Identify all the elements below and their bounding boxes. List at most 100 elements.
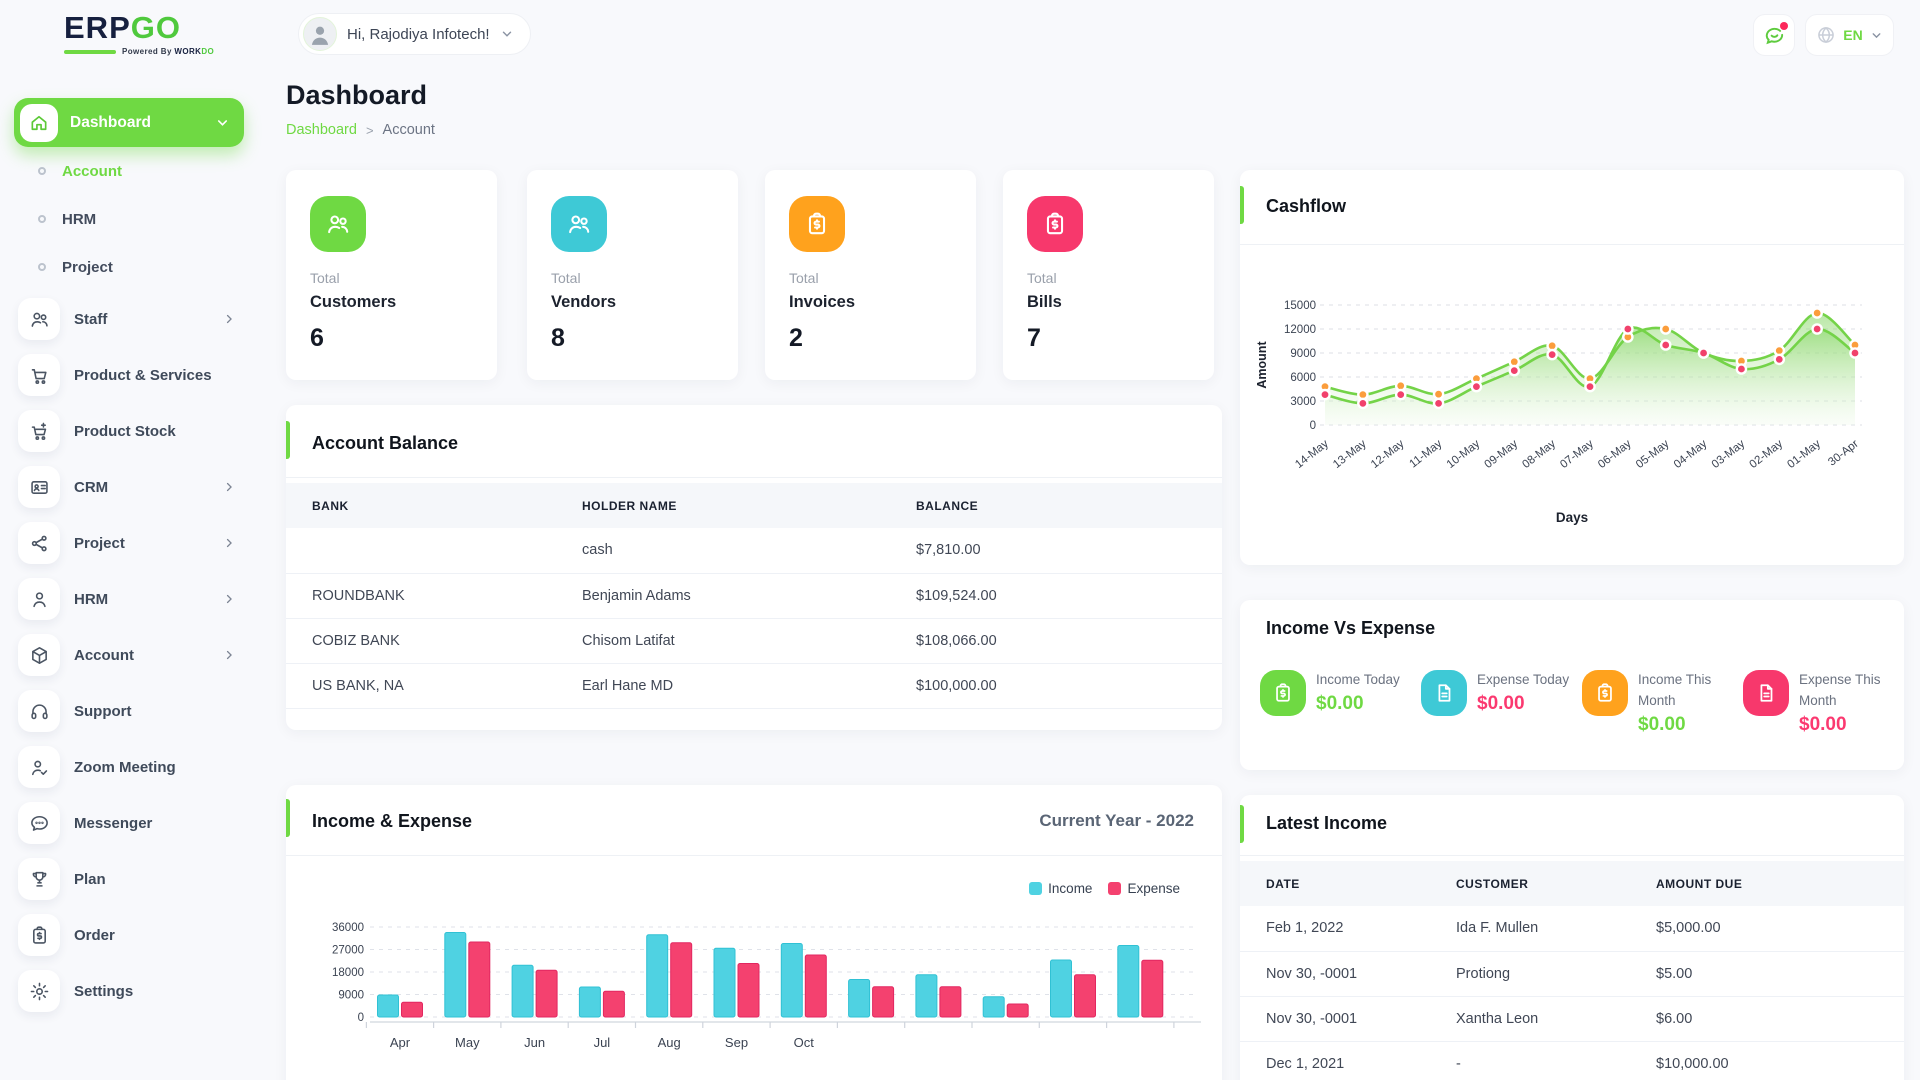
table-row: Dec 1, 2021- $10,000.00 (1240, 1041, 1904, 1080)
accent-bar (286, 421, 290, 459)
logo: ERPGO Powered By WORKDO (64, 12, 214, 56)
sidebar-item-label: Plan (74, 870, 106, 888)
stat-card-customers: Total Customers 6 (286, 170, 497, 380)
users-icon (551, 196, 607, 252)
svg-text:9000: 9000 (1290, 348, 1316, 360)
stat-card-bills: Total Bills 7 (1003, 170, 1214, 380)
section-title: Latest Income (1266, 813, 1388, 833)
ive-label: Income This Month (1638, 672, 1712, 708)
sidebar-item-label: CRM (74, 478, 109, 496)
income-vs-expense-card: Income Vs Expense Income Today $0.00 Exp… (1240, 600, 1904, 770)
sidebar-item-label: Account (74, 646, 134, 664)
sidebar-item-hrm[interactable]: HRM (14, 571, 244, 627)
table-cell: $108,066.00 (916, 618, 1222, 664)
table-row: US BANK, NA Earl Hane MD $100,000.00 (286, 663, 1222, 709)
table-cell: $100,000.00 (916, 663, 1222, 709)
sidebar-item-product-stock[interactable]: Product Stock (14, 403, 244, 459)
sidebar-item-account[interactable]: Account (14, 627, 244, 683)
sidebar: Dashboard Account HRM Project Staff Prod… (14, 98, 244, 1019)
ive-label: Expense Today (1477, 672, 1570, 687)
ive-label: Income Today (1316, 672, 1400, 687)
svg-text:13-May: 13-May (1331, 438, 1369, 471)
table-cell: US BANK, NA (286, 663, 582, 709)
language-code: EN (1843, 27, 1863, 43)
user-icon (18, 578, 60, 620)
sidebar-item-plan[interactable]: Plan (14, 851, 244, 907)
svg-text:14-May: 14-May (1293, 438, 1331, 471)
id-card-icon (30, 480, 48, 494)
stat-label: Bills (1027, 293, 1062, 311)
sidebar-item-label: HRM (62, 210, 97, 228)
svg-text:Jul: Jul (594, 1035, 611, 1050)
accent-bar (286, 799, 290, 837)
chevron-right-icon (226, 650, 232, 660)
sidebar-item-project[interactable]: Project (14, 243, 244, 291)
cube-icon (18, 634, 60, 676)
stat-value: 7 (1027, 324, 1041, 352)
divider (1240, 855, 1904, 856)
section-title: Cashflow (1266, 196, 1347, 216)
clipboard-dollar-icon (1582, 670, 1628, 716)
divider (286, 477, 1222, 478)
table-cell: Xantha Leon (1456, 996, 1656, 1042)
table-cell: cash (582, 528, 916, 574)
table-header-row: BANK HOLDER NAME BALANCE (286, 483, 1222, 528)
svg-text:12000: 12000 (1284, 324, 1316, 336)
sidebar-item-settings[interactable]: Settings (14, 963, 244, 1019)
clipboard-dollar-icon (1046, 212, 1064, 235)
sidebar-item-messenger[interactable]: Messenger (14, 795, 244, 851)
stat-label: Customers (310, 293, 397, 311)
svg-text:08-May: 08-May (1520, 438, 1558, 471)
breadcrumb-dashboard[interactable]: Dashboard (286, 122, 357, 138)
ive-item-income-today: Income Today $0.00 (1260, 670, 1421, 736)
column-header: BANK (286, 483, 582, 528)
stat-prefix: Total (310, 270, 340, 286)
stat-value: 8 (551, 324, 565, 352)
sidebar-item-crm[interactable]: CRM (14, 459, 244, 515)
x-axis-title: Days (1555, 510, 1589, 525)
cart-icon (18, 354, 60, 396)
table-row: Nov 30, -0001 Xantha Leon $6.00 (1240, 996, 1904, 1042)
sidebar-item-account[interactable]: Account (14, 147, 244, 195)
account-balance-card: Account Balance BANK HOLDER NAME BALANCE ca… (286, 405, 1222, 730)
sidebar-item-hrm[interactable]: HRM (14, 195, 244, 243)
trophy-icon (32, 871, 46, 887)
chat-notification-icon (1763, 21, 1788, 47)
chevron-right-icon (226, 314, 232, 324)
table-cell: ROUNDBANK (286, 573, 582, 619)
svg-text:6000: 6000 (1290, 372, 1316, 384)
user-menu[interactable]: Hi, Rajodiya Infotech! (298, 13, 531, 55)
sidebar-item-project[interactable]: Project (14, 515, 244, 571)
breadcrumb-separator: > (365, 122, 374, 138)
sidebar-item-zoom-meeting[interactable]: Zoom Meeting (14, 739, 244, 795)
latest-income-table: DATE CUSTOMER AMOUNT DUE Feb 1, 2022 Ida F. … (1240, 861, 1904, 1080)
legend-item-income[interactable]: Income (1029, 881, 1092, 896)
sidebar-item-order[interactable]: Order (14, 907, 244, 963)
users-icon (18, 298, 60, 340)
sidebar-item-product-services[interactable]: Product & Services (14, 347, 244, 403)
language-selector[interactable]: EN (1805, 14, 1894, 56)
svg-text:Sep: Sep (725, 1035, 748, 1050)
stat-value: 2 (789, 324, 803, 352)
ive-item-income-this-month: Income This Month $0.00 (1582, 670, 1743, 736)
svg-text:Apr: Apr (390, 1035, 411, 1050)
sidebar-item-support[interactable]: Support (14, 683, 244, 739)
table-cell: $5.00 (1656, 951, 1904, 997)
legend-label: Expense (1127, 881, 1180, 896)
current-year-label: Current Year - 2022 (1039, 811, 1194, 830)
sidebar-item-label: Product Stock (74, 422, 176, 440)
chat-icon (30, 815, 48, 831)
users-icon (328, 215, 349, 234)
home-icon (20, 103, 58, 142)
legend-item-expense[interactable]: Expense (1108, 881, 1180, 896)
sidebar-item-dashboard[interactable]: Dashboard (14, 98, 244, 147)
sidebar-item-staff[interactable]: Staff (14, 291, 244, 347)
table-cell: Nov 30, -0001 (1240, 996, 1456, 1042)
cube-icon (31, 646, 47, 664)
messages-button[interactable] (1753, 14, 1795, 56)
notification-dot (1779, 21, 1788, 30)
bullet-icon (38, 215, 46, 223)
table-cell: $109,524.00 (916, 573, 1222, 619)
headphones-icon (18, 690, 60, 732)
